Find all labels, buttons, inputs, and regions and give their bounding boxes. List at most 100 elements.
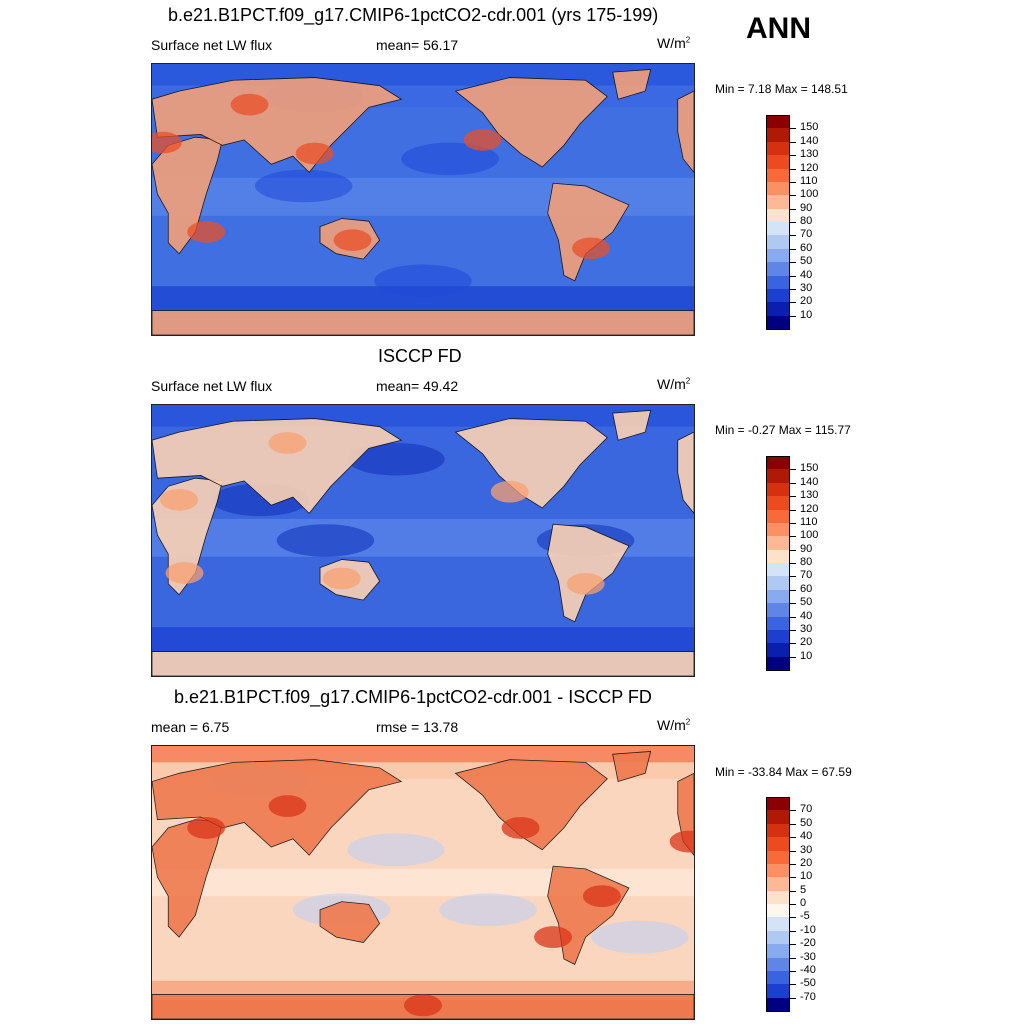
colorbar-tick: [790, 522, 796, 524]
colorbar-label: -40: [800, 963, 816, 976]
colorbar-tick: [790, 643, 796, 645]
colorbar-swatch: [766, 603, 790, 617]
colorbar-label: 140: [800, 475, 819, 488]
colorbar-label: 10: [800, 649, 813, 662]
panel3-map: [151, 745, 695, 1020]
colorbar-label: 0: [800, 897, 807, 909]
colorbar-swatch: [766, 549, 790, 564]
colorbar-swatch: [766, 997, 790, 1012]
panel1-units-label: W/m2: [657, 35, 691, 51]
colorbar-swatch: [766, 576, 790, 591]
colorbar-label: 60: [800, 582, 813, 595]
colorbar-label: 130: [800, 489, 819, 502]
panel1-mean-label: mean= 56.17: [376, 37, 459, 53]
colorbar-swatch: [766, 469, 790, 484]
panel3-colorbar: 70 50 40 30 20 10 5 0 -5 -10 -20 -30 -40 -50 -70: [766, 797, 846, 1012]
colorbar-swatch: [766, 275, 790, 290]
colorbar-tick: [790, 155, 796, 157]
colorbar-label: 90: [800, 542, 813, 555]
colorbar-swatch: [766, 904, 790, 918]
colorbar-swatch: [766, 128, 790, 143]
colorbar-label: 20: [800, 856, 813, 869]
colorbar-swatch: [766, 288, 790, 303]
colorbar-tick: [790, 496, 796, 498]
map-field: [152, 405, 694, 676]
panel3-title: b.e21.B1PCT.f09_g17.CMIP6-1pctCO2-cdr.00…: [174, 687, 652, 707]
colorbar-swatch: [766, 563, 790, 577]
colorbar-label: 70: [800, 803, 813, 816]
colorbar-swatch: [766, 944, 790, 958]
panel1-colorbar: 150 140 130 120 110 100 90 80 70 60 50 40 30 20 10: [766, 115, 846, 330]
panel1-minmax-label: Min = 7.18 Max = 148.51: [715, 82, 848, 96]
colorbar-swatch: [766, 181, 790, 196]
colorbar-swatch: [766, 810, 790, 825]
colorbar-label: 150: [800, 462, 819, 475]
colorbar-tick: [790, 823, 796, 825]
colorbar-swatch: [766, 315, 790, 330]
colorbar-label: 130: [800, 148, 819, 161]
colorbar-label: 100: [800, 188, 819, 201]
colorbar-tick: [790, 141, 796, 143]
colorbar-label: 100: [800, 529, 819, 542]
panel2-map: [151, 404, 695, 677]
colorbar-tick: [790, 877, 796, 879]
colorbar-swatch: [766, 863, 790, 878]
colorbar-swatch: [766, 643, 790, 658]
colorbar-label: 50: [800, 255, 813, 268]
colorbar-swatch: [766, 208, 790, 223]
colorbar-swatch: [766, 957, 790, 972]
colorbar-tick: [790, 944, 796, 946]
colorbar-tick: [790, 890, 796, 892]
colorbar-tick: [790, 576, 796, 578]
colorbar-swatch: [766, 797, 790, 811]
colorbar-tick: [790, 917, 796, 919]
colorbar-swatch: [766, 195, 790, 210]
colorbar-label: 10: [800, 308, 813, 321]
colorbar-tick: [790, 315, 796, 317]
colorbar-swatch: [766, 930, 790, 945]
colorbar-tick: [790, 536, 796, 538]
panel1-title: b.e21.B1PCT.f09_g17.CMIP6-1pctCO2-cdr.00…: [168, 5, 659, 25]
colorbar-swatch: [766, 509, 790, 524]
colorbar-tick: [790, 509, 796, 511]
colorbar-label: 120: [800, 161, 819, 174]
colorbar-swatch: [766, 850, 790, 865]
panel2-variable-label: Surface net LW flux: [151, 378, 273, 394]
panel2-colorbar: 150 140 130 120 110 100 90 80 70 60 50 40 30 20 10: [766, 456, 846, 671]
season-label: ANN: [746, 12, 811, 45]
colorbar-tick: [790, 563, 796, 564]
colorbar-swatch: [766, 262, 790, 276]
map-field: [152, 746, 694, 1019]
colorbar-tick: [790, 275, 796, 277]
map-field: [152, 64, 694, 335]
colorbar-label: 30: [800, 622, 813, 635]
colorbar-tick: [790, 181, 796, 183]
colorbar-label: 120: [800, 502, 819, 515]
colorbar-label: 5: [800, 883, 807, 896]
colorbar-tick: [790, 930, 796, 932]
panel1-map: [151, 63, 695, 336]
colorbar-label: 50: [800, 596, 813, 609]
colorbar-label: -10: [800, 923, 816, 936]
colorbar-label: 20: [800, 295, 813, 308]
colorbar-label: 110: [800, 515, 818, 528]
panel3-mean-label: mean = 6.75: [151, 719, 230, 735]
colorbar-label: 60: [800, 241, 813, 254]
colorbar-tick: [790, 262, 796, 264]
colorbar-tick: [790, 222, 796, 223]
colorbar-tick: [790, 656, 796, 658]
colorbar-label: 140: [800, 134, 819, 147]
colorbar-label: -70: [800, 990, 816, 1003]
colorbar-swatch: [766, 115, 790, 129]
colorbar-label: 30: [800, 843, 813, 856]
colorbar-label: -5: [800, 910, 810, 923]
colorbar-swatch: [766, 629, 790, 644]
panel3-minmax-label: Min = -33.84 Max = 67.59: [715, 765, 852, 779]
colorbar-tick: [790, 810, 796, 812]
colorbar-tick: [790, 957, 796, 959]
panel2-units-label: W/m2: [657, 376, 691, 392]
colorbar-swatch: [766, 248, 790, 263]
colorbar-swatch: [766, 302, 790, 317]
colorbar-swatch: [766, 456, 790, 470]
colorbar-swatch: [766, 837, 790, 851]
